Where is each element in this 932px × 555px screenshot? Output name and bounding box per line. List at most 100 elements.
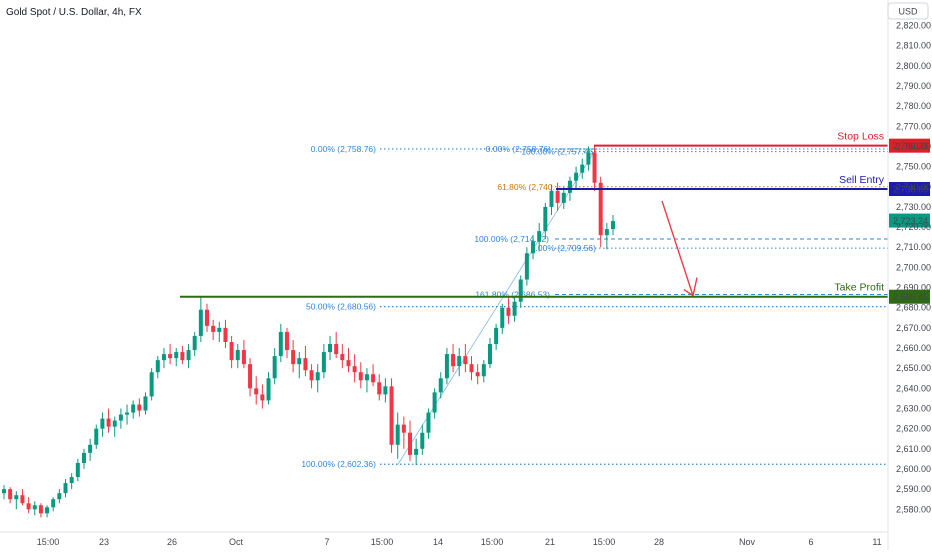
candle-body xyxy=(383,386,388,395)
candle-body xyxy=(137,404,142,411)
candle-body xyxy=(364,374,369,381)
y-tick-label: 2,760.00 xyxy=(896,141,931,151)
candle-body xyxy=(291,350,296,365)
currency-button[interactable] xyxy=(887,2,929,20)
candle-body xyxy=(469,364,474,373)
x-tick-label: 11 xyxy=(872,537,881,547)
price-tag-label: 2,760.39 xyxy=(893,141,928,151)
candle-body xyxy=(57,493,62,500)
candle-body xyxy=(500,307,505,328)
y-tick-label: 2,810.00 xyxy=(896,41,931,51)
y-tick-label: 2,610.00 xyxy=(896,444,931,454)
candle-body xyxy=(604,229,609,236)
candle-body xyxy=(401,424,406,433)
candle-body xyxy=(512,301,517,316)
y-tick-label: 2,660.00 xyxy=(896,343,931,353)
candle-body xyxy=(408,432,412,455)
candle-body xyxy=(143,396,148,411)
y-tick-label: 2,690.00 xyxy=(896,283,931,293)
candle-body xyxy=(494,327,499,345)
candle-body xyxy=(131,404,136,413)
candle-body xyxy=(205,309,209,326)
candle-body xyxy=(69,477,74,484)
x-tick-label: 15:00 xyxy=(37,537,60,547)
projection-arrowhead xyxy=(683,277,698,297)
fib-right-label: 100.00% (2,757.46) xyxy=(521,147,596,157)
candle-body xyxy=(155,360,160,373)
candle-body xyxy=(463,356,468,365)
candle-body xyxy=(481,364,486,377)
candle-body xyxy=(549,190,554,207)
candle-body xyxy=(118,414,123,421)
y-tick-label: 2,600.00 xyxy=(896,464,931,474)
x-tick-label: 7 xyxy=(324,537,329,547)
projection-arrow xyxy=(661,200,694,296)
candle-body xyxy=(328,344,333,353)
candle-body xyxy=(8,489,13,500)
candle-body xyxy=(518,279,523,302)
candle-body xyxy=(432,392,437,413)
candle-body xyxy=(580,164,585,173)
y-tick-label: 2,720.00 xyxy=(896,222,931,232)
y-tick-label: 2,750.00 xyxy=(896,162,931,172)
candle-body xyxy=(229,341,234,361)
candle-body xyxy=(598,182,603,236)
x-tick-label: 26 xyxy=(167,537,177,547)
last-price-label: 2,723.24 xyxy=(893,216,928,226)
candle-body xyxy=(414,448,419,455)
y-tick-label: 2,820.00 xyxy=(896,21,931,31)
candle-body xyxy=(537,231,542,242)
y-tick-label: 2,730.00 xyxy=(896,202,931,212)
last-price-tag xyxy=(889,213,930,228)
y-tick-label: 2,670.00 xyxy=(896,323,931,333)
fib-right-label: 61.80% (2,740. xyxy=(497,182,555,192)
candle-body xyxy=(451,354,456,367)
candle-body xyxy=(438,378,443,393)
fib-right-label: 0.00% (2,709.56) xyxy=(531,243,596,253)
candle-body xyxy=(112,420,117,427)
candle-body xyxy=(395,424,400,445)
candle-body xyxy=(444,354,449,379)
y-tick-label: 2,590.00 xyxy=(896,484,931,494)
candle-body xyxy=(574,172,579,181)
x-tick-label: Nov xyxy=(739,537,756,547)
x-tick-label: Oct xyxy=(229,537,244,547)
candle-body xyxy=(32,505,37,510)
candle-body xyxy=(260,394,265,401)
level-name: Take Profit xyxy=(834,282,884,294)
candle-body xyxy=(420,432,425,449)
candle-body xyxy=(321,352,326,373)
fib-right-label: 161.80% (2,686.53) xyxy=(475,290,550,300)
y-tick-label: 2,710.00 xyxy=(896,242,931,252)
candle-body xyxy=(168,354,173,359)
candle-body xyxy=(217,327,222,332)
candle-body xyxy=(506,307,511,316)
candle-body xyxy=(278,331,283,357)
candle-body xyxy=(371,374,376,383)
x-tick-label: 23 xyxy=(99,537,109,547)
price-tag-label: 2,738.89 xyxy=(893,185,928,195)
candle-body xyxy=(297,358,302,365)
candle-body xyxy=(531,241,536,254)
y-tick-label: 2,700.00 xyxy=(896,262,931,272)
candle-body xyxy=(543,206,548,232)
price-tag-label: 2,685.45 xyxy=(893,292,928,302)
fib-right-label: 0.00% (2,758.76) xyxy=(486,144,551,154)
candle-body xyxy=(561,192,566,203)
candle-body xyxy=(38,505,43,514)
x-tick-label: 6 xyxy=(808,537,813,547)
candle-body xyxy=(241,350,246,365)
candle-body xyxy=(358,372,363,381)
candle-body xyxy=(45,507,50,514)
candle-body xyxy=(20,495,25,504)
candle-body xyxy=(149,372,154,397)
y-tick-label: 2,790.00 xyxy=(896,81,931,91)
candle-body xyxy=(94,428,99,445)
candle-body xyxy=(475,372,480,377)
y-tick-label: 2,740.00 xyxy=(896,182,931,192)
chart-title: Gold Spot / U.S. Dollar, 4h, FX xyxy=(6,7,142,18)
candle-body xyxy=(14,495,19,500)
level-name: Sell Entry xyxy=(839,174,885,186)
